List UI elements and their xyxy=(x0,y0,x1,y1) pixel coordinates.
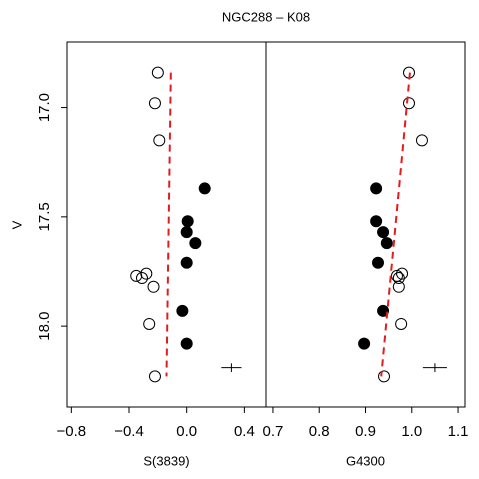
data-point xyxy=(143,317,156,330)
data-point xyxy=(380,237,393,250)
x-tick-label: 0.0 xyxy=(176,423,197,440)
fit-line xyxy=(380,72,411,377)
data-point xyxy=(140,267,153,280)
plot-frame xyxy=(265,41,466,408)
y-axis-label: V xyxy=(9,220,24,229)
data-point xyxy=(392,280,405,293)
data-point xyxy=(370,182,383,195)
x-tick-label: 1.1 xyxy=(448,423,469,440)
data-point xyxy=(148,370,161,383)
data-point xyxy=(181,215,194,228)
y-tick-label: 17.0 xyxy=(36,93,53,122)
data-point xyxy=(358,337,371,350)
fit-line xyxy=(165,72,172,377)
data-point xyxy=(198,182,211,195)
data-point xyxy=(370,215,383,228)
data-point xyxy=(135,272,148,285)
data-point xyxy=(180,337,193,350)
data-point xyxy=(378,370,391,383)
x-tick-label: 0.8 xyxy=(309,423,330,440)
data-point xyxy=(153,134,166,147)
data-point xyxy=(371,256,384,269)
data-point xyxy=(180,256,193,269)
data-point xyxy=(147,280,160,293)
data-point xyxy=(392,272,405,285)
data-point xyxy=(180,226,193,239)
chart-title: NGC288 – K08 xyxy=(222,9,310,24)
y-tick-label: 18.0 xyxy=(36,312,53,341)
y-tick-label: 17.5 xyxy=(36,202,53,231)
x-tick-label: −0.8 xyxy=(57,423,87,440)
x-tick-label: 0.7 xyxy=(263,423,284,440)
x-axis-label: G4300 xyxy=(346,453,385,468)
data-point xyxy=(130,269,143,282)
x-axis-label: S(3839) xyxy=(143,453,189,468)
data-point xyxy=(151,66,164,79)
data-point xyxy=(395,317,408,330)
data-point xyxy=(189,237,202,250)
x-tick-label: 1.0 xyxy=(401,423,422,440)
x-tick-label: 0.4 xyxy=(234,423,255,440)
data-point xyxy=(415,134,428,147)
data-point xyxy=(176,304,189,317)
data-point xyxy=(377,304,390,317)
x-tick-label: −0.4 xyxy=(114,423,144,440)
data-point xyxy=(396,267,409,280)
data-point xyxy=(377,226,390,239)
data-point xyxy=(148,97,161,110)
x-tick-label: 0.9 xyxy=(355,423,376,440)
data-point xyxy=(403,97,416,110)
